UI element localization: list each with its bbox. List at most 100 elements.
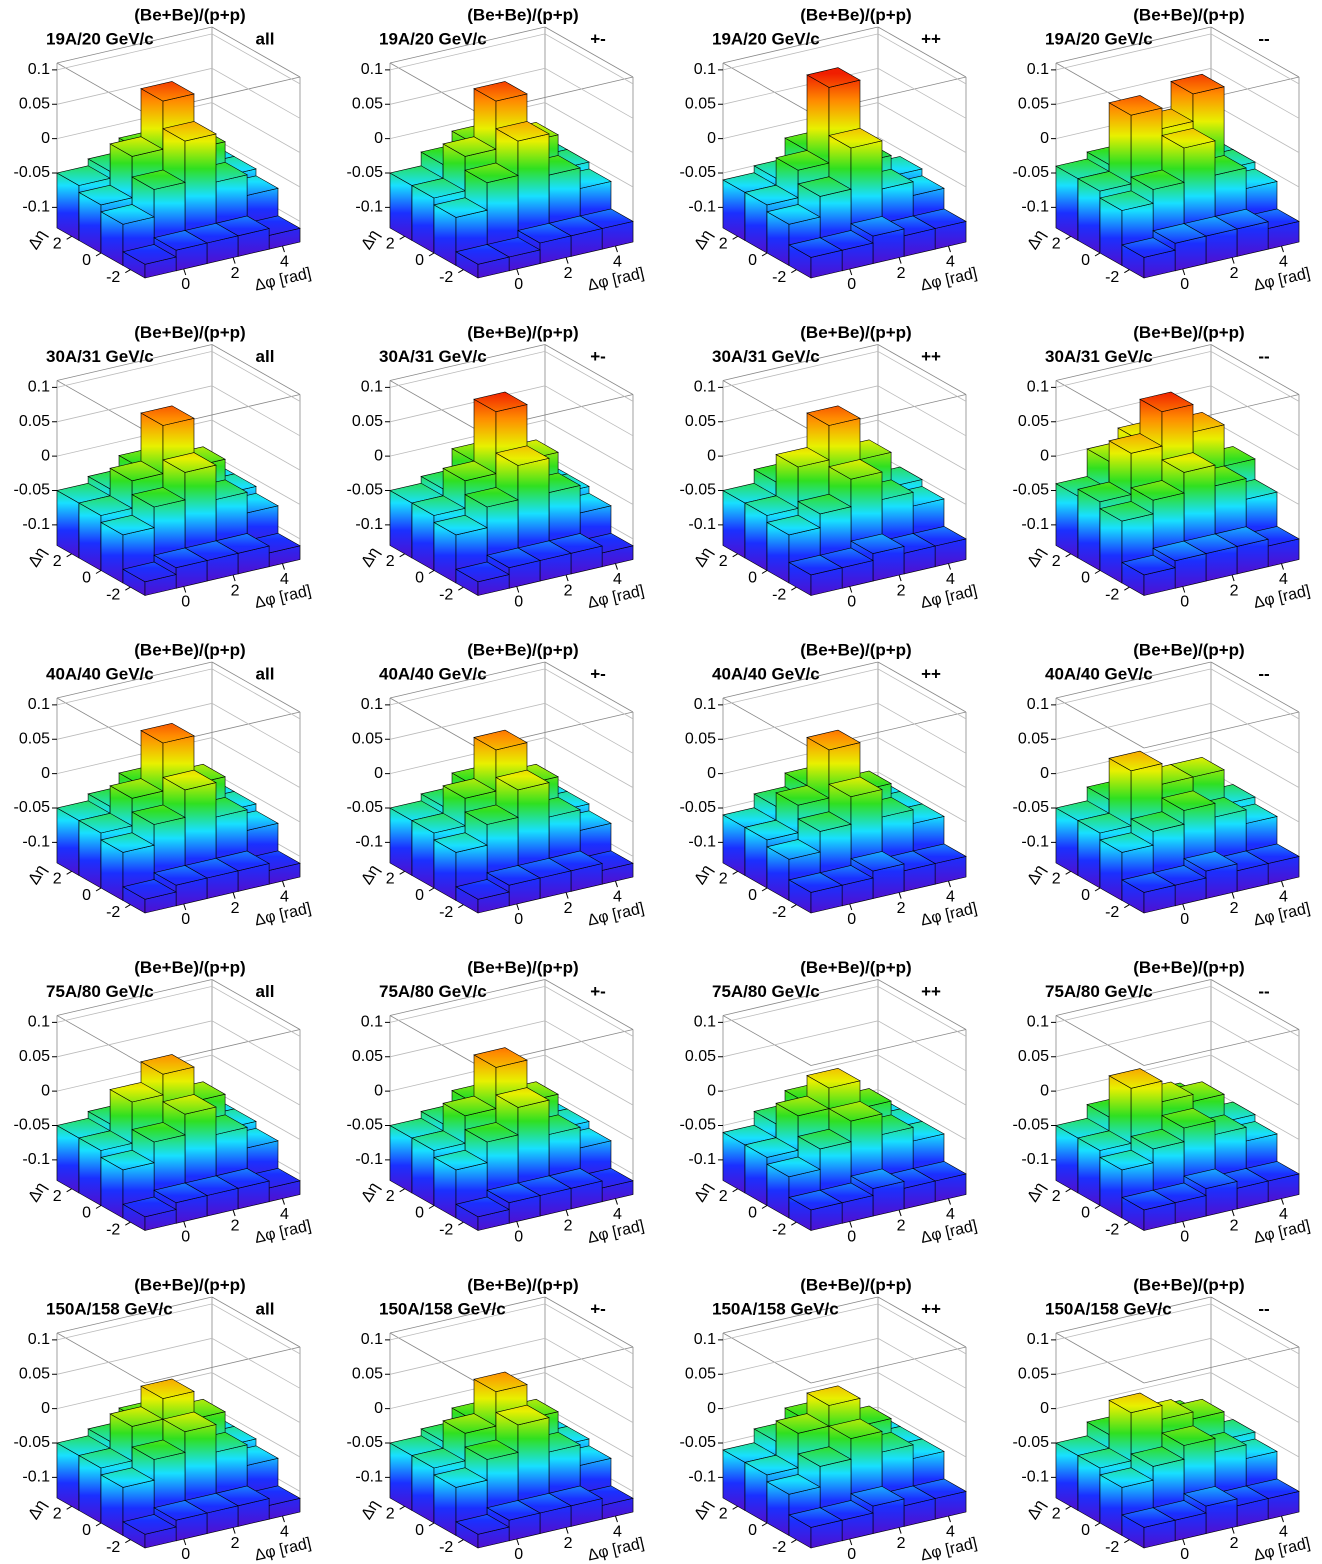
y-tick-label: 2 [719,236,728,253]
z-tick-label: 0 [707,447,716,464]
y-tick [428,252,435,257]
bar-face-top [153,1182,208,1204]
y-tick [1065,235,1071,240]
grid-line [56,385,301,437]
frame-edge [389,1015,479,1066]
bar-face-top [1161,790,1216,811]
bar-face-left [1055,165,1079,242]
y-tick [1065,553,1071,558]
grid-line [56,350,301,402]
frame-edge [56,1296,213,1334]
bar-face-top [100,204,155,225]
y-tick-label: 0 [415,1205,424,1222]
x-tick [615,1198,618,1205]
x-tick-label: 2 [564,900,573,917]
bar-face-top [766,514,821,536]
bar-face-top [1183,1168,1238,1189]
x-tick-label: 2 [897,900,906,917]
y-tick-label: 0 [1081,252,1090,269]
bar-face-top [473,1047,528,1068]
x-tick-label: 2 [564,1217,573,1234]
grid-line [56,985,301,1037]
z-tick-label: 0.05 [1018,1048,1049,1065]
bar-face-left [1077,178,1101,254]
z-tick-label: -0.05 [347,799,384,816]
grid-line [1055,1303,1300,1355]
z-tick-label: 0.1 [28,1014,50,1031]
frame-edge [544,979,634,1030]
grid-line [1055,1020,1300,1072]
charge-label: all [256,347,275,366]
y-tick-label: -2 [1105,904,1119,921]
y-tick [1094,570,1101,574]
z-tick-label: 0.1 [361,696,383,713]
z-tick-label: -0.1 [688,516,716,533]
grid-line [389,702,634,754]
y-tick [1094,252,1101,257]
y-tick [1094,1522,1101,1527]
energy-label: 40A/40 GeV/c [1045,664,1153,683]
bar-face-top [1099,1149,1154,1171]
bar-face-top [744,1137,799,1158]
grid-line [722,668,967,720]
y-tick-label: 0 [748,1205,757,1222]
x-tick [516,586,520,593]
y-tick-label: -2 [1105,269,1119,286]
bar-face-top [495,1087,550,1108]
z-tick-label: 0.05 [352,1048,383,1065]
x-tick-label: 0 [1180,1546,1189,1563]
charge-label: -- [1258,1299,1269,1318]
x-tick [232,1527,236,1534]
x-tick-label: 0 [1180,276,1189,293]
bar-face-top [455,561,510,583]
bar-face-top [122,244,177,265]
charge-label: +- [590,1299,606,1318]
y-tick [125,1539,131,1544]
y-axis-title: Δη [691,545,716,571]
frame-edge [544,344,634,395]
x-tick [1281,1198,1284,1205]
y-tick [1065,870,1071,875]
grid-line [1055,985,1300,1037]
y-tick-label: 0 [415,1522,424,1539]
y-tick-label: 2 [53,1188,62,1205]
bar-face-top [78,1447,133,1469]
y-tick [761,887,768,892]
frame-edge [1055,979,1212,1016]
y-tick [458,1539,464,1544]
x-tick [282,1515,285,1523]
y-tick-label: 0 [415,252,424,269]
energy-label: 40A/40 GeV/c [712,664,820,683]
y-axis-title: Δη [1024,862,1049,888]
y-tick-label: -2 [106,904,120,921]
bar-face-top [153,1500,208,1521]
x-tick [282,245,285,253]
grid-line [722,1372,967,1423]
y-tick-label: -2 [772,269,786,286]
charge-label: -- [1258,982,1269,1001]
bar-face-top [100,1149,155,1171]
grid-line [56,67,301,119]
x-tick-label: 2 [231,582,240,599]
y-tick-label: -2 [439,1539,453,1556]
grid-line [1055,1054,1300,1106]
x-tick-label: 0 [847,1546,856,1563]
x-tick [183,586,187,593]
charge-label: ++ [921,1299,941,1318]
x-tick-label: 0 [847,594,856,611]
grid-line [389,737,634,788]
bar-face-top [78,495,133,516]
y-axis-title: Δη [25,545,50,571]
y-axis-title: Δη [25,1180,50,1206]
x-tick-label: 2 [897,1535,906,1552]
z-tick-label: 0.1 [361,1331,383,1348]
energy-label: 40A/40 GeV/c [379,664,487,683]
